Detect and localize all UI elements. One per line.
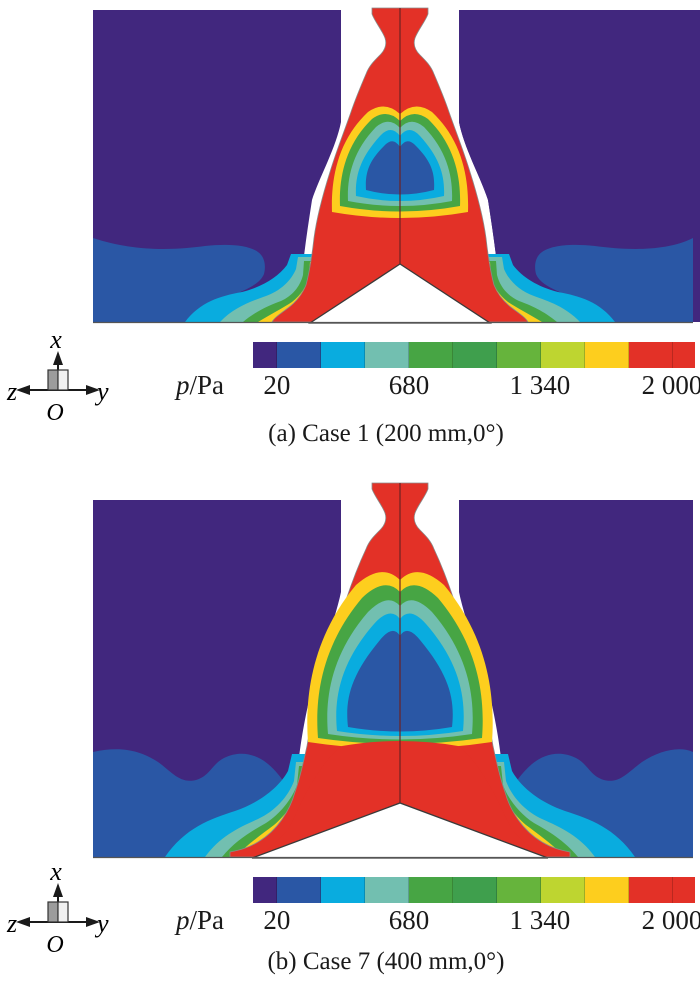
y-axis-arrow xyxy=(86,385,100,395)
origin-cube-right xyxy=(57,369,69,391)
colorbar-segment xyxy=(277,342,321,368)
legend-var: p xyxy=(176,905,190,935)
z-axis-arrow xyxy=(16,385,30,395)
colorbar-a xyxy=(253,342,695,368)
colorbar-tick-label: 1 340 xyxy=(509,370,571,400)
right-block-fill-a xyxy=(459,10,693,322)
colorbar-tick-label: 1 340 xyxy=(509,905,571,935)
colorbar-tick-label: 680 xyxy=(388,905,430,935)
legend-unit: /Pa xyxy=(189,370,225,400)
right-block-region-b xyxy=(459,500,693,857)
colorbar-segment xyxy=(541,342,585,368)
colorbar-tick-label: 680 xyxy=(388,370,430,400)
colorbar-segment xyxy=(585,342,629,368)
colorbar-tick-label: 20 xyxy=(263,905,291,935)
colorbar-ticks-b: 20 680 1 340 2 000 xyxy=(253,905,700,939)
colorbar-segment xyxy=(409,342,453,368)
left-block-region-a xyxy=(93,10,341,322)
axis-x-label: x xyxy=(49,860,62,886)
colorbar-segment xyxy=(321,877,365,903)
colorbar-tick-label: 2 000 xyxy=(641,370,700,400)
axis-y-label: y xyxy=(94,909,109,938)
axis-y-label: y xyxy=(94,377,109,406)
colorbar-segment xyxy=(321,342,365,368)
colorbar-tick-label: 20 xyxy=(263,370,291,400)
colorbar-segment xyxy=(453,877,497,903)
x-axis-arrow xyxy=(53,351,63,365)
colorbar-ticks-a: 20 680 1 340 2 000 xyxy=(253,370,700,404)
colorbar-segment xyxy=(629,877,673,903)
caption-a: (a) Case 1 (200 mm,0°) xyxy=(268,420,504,447)
colorbar-segment xyxy=(453,342,497,368)
colorbar-b xyxy=(253,877,695,903)
contour-panel-a xyxy=(93,7,700,324)
axis-origin-label: O xyxy=(46,400,63,424)
ambient-blue-right-a xyxy=(535,238,693,322)
axis-origin-label: O xyxy=(46,932,63,956)
colorbar-segment xyxy=(409,877,453,903)
contour-panel-b xyxy=(93,482,693,859)
origin-cube-left xyxy=(47,901,59,923)
legend-label-b: p/Pa xyxy=(176,905,224,936)
origin-cube-left xyxy=(47,369,59,391)
colorbar-segment xyxy=(253,877,277,903)
colorbar-segment xyxy=(585,877,629,903)
axis-z-label: z xyxy=(6,909,17,938)
colorbar-segment xyxy=(365,877,409,903)
colorbar-segment xyxy=(277,877,321,903)
colorbar-segment xyxy=(541,877,585,903)
caption-b: (b) Case 7 (400 mm,0°) xyxy=(267,948,505,975)
colorbar-tick-label: 2 000 xyxy=(641,905,700,935)
y-axis-arrow xyxy=(86,917,100,927)
legend-label-a: p/Pa xyxy=(176,370,224,401)
colorbar-segment xyxy=(673,342,695,368)
legend-var: p xyxy=(176,370,190,400)
legend-unit: /Pa xyxy=(189,905,225,935)
axis-x-label: x xyxy=(49,328,62,354)
colorbar-segment xyxy=(629,342,673,368)
coordinate-triad-b: x z y O xyxy=(6,860,109,956)
x-axis-arrow xyxy=(53,883,63,897)
colorbar-segment xyxy=(497,877,541,903)
origin-cube-right xyxy=(57,901,69,923)
colorbar-segment xyxy=(673,877,695,903)
coordinate-triad-a: x z y O xyxy=(6,328,109,424)
axis-z-label: z xyxy=(6,377,17,406)
z-axis-arrow xyxy=(16,917,30,927)
colorbar-segment xyxy=(365,342,409,368)
colorbar-segment xyxy=(497,342,541,368)
ambient-blue-left-a xyxy=(93,238,265,322)
colorbar-segment xyxy=(253,342,277,368)
